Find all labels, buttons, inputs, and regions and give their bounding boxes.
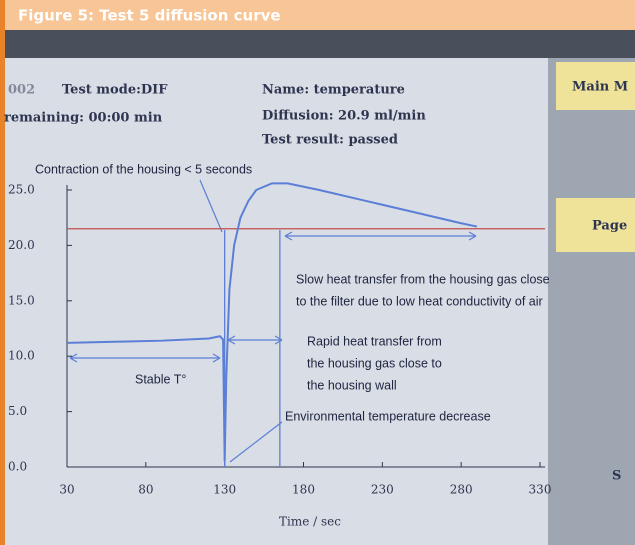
x-tick-label: 130 — [213, 483, 236, 497]
remaining: remaining: 00:00 min — [4, 111, 163, 126]
result: Test result: passed — [262, 133, 398, 148]
side-panel — [548, 58, 635, 545]
annotation: Environmental temperature decrease — [285, 409, 491, 423]
x-tick-label: 80 — [138, 483, 153, 497]
x-tick-label: 330 — [529, 483, 552, 497]
y-tick-label: 15.0 — [8, 293, 35, 307]
y-tick-label: 10.0 — [8, 349, 35, 363]
y-tick-label: 5.0 — [8, 404, 27, 418]
plot: 0.0 5.0 10.0 15.0 20.0 25.0 30 80 130 180 230 280 33… — [8, 182, 552, 497]
name: Name: temperature — [262, 83, 405, 98]
arrow — [227, 335, 283, 345]
header-stripe — [0, 0, 5, 545]
x-tick-label: 280 — [450, 483, 473, 497]
annotation: the housing wall — [307, 378, 397, 392]
button[interactable] — [556, 62, 635, 110]
annotation: to the filter due to low heat conductivi… — [296, 294, 543, 308]
annotation: the housing gas close to — [307, 356, 442, 370]
annotation: Stable T° — [135, 372, 186, 386]
header-title: Figure 5: Test 5 diffusion curve — [18, 7, 281, 25]
test-mode: Test mode:DIF — [62, 83, 168, 98]
y-tick-label: 0.0 — [8, 460, 27, 474]
y-tick-label: 20.0 — [8, 238, 35, 252]
button-label: Main M — [572, 80, 628, 95]
x-tick-label: 180 — [292, 483, 315, 497]
annotation: Slow heat transfer from the housing gas … — [296, 272, 550, 286]
arrow — [69, 353, 221, 363]
screen-top-bar — [0, 30, 635, 58]
pointer — [199, 179, 223, 233]
button-label: S — [612, 469, 621, 484]
arrow — [284, 231, 477, 241]
header — [0, 0, 635, 30]
x-tick-label: 30 — [59, 483, 74, 497]
mode-prefix: 002 — [8, 83, 35, 98]
data-line — [66, 182, 478, 462]
y-tick-label: 25.0 — [8, 183, 35, 197]
annotation: Contraction of the housing < 5 seconds — [35, 162, 252, 176]
x-axis-label: Time / sec — [279, 515, 341, 529]
annotation: Rapid heat transfer from — [307, 334, 442, 348]
x-tick-label: 230 — [371, 483, 394, 497]
diffusion: Diffusion: 20.9 ml/min — [262, 109, 426, 124]
button-label: Page — [592, 219, 627, 234]
button[interactable] — [556, 198, 635, 252]
pointer — [229, 421, 283, 463]
